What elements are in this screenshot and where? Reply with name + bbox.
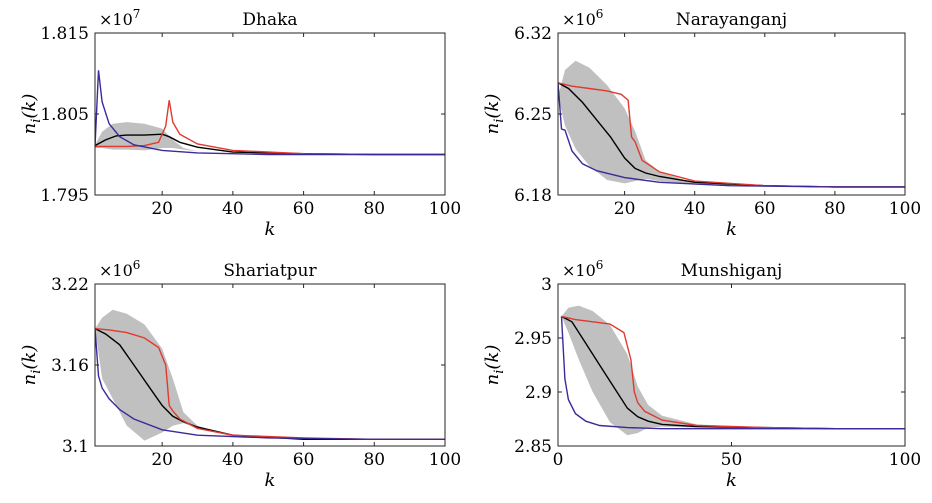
axis-multiplier: ×106 <box>562 7 603 29</box>
y-tick-label: 2.85 <box>514 437 552 457</box>
y-tick-label: 3 <box>541 275 552 295</box>
x-axis-label: k <box>726 219 737 240</box>
subplot-3: 0 50 100 2.85 2.9 2.95 3 ×106 Munshiganj k ni(k) <box>482 258 921 491</box>
y-tick-label: 6.18 <box>514 186 552 206</box>
series-line-0 <box>95 327 445 440</box>
plot-area <box>558 60 905 188</box>
plot-area <box>560 305 905 436</box>
y-tick-label: 6.25 <box>514 105 552 125</box>
series-line-1 <box>558 82 905 188</box>
axis-multiplier: ×106 <box>99 258 140 280</box>
x-tick-label: 60 <box>293 450 315 470</box>
y-axis-label: ni(k) <box>482 345 507 386</box>
x-tick-label: 100 <box>429 450 461 470</box>
x-tick-label: 80 <box>363 450 385 470</box>
y-tick-label: 6.32 <box>514 24 552 44</box>
plot-area <box>95 70 445 156</box>
y-axis-label: ni(k) <box>19 345 44 386</box>
y-axis-label: ni(k) <box>19 94 44 135</box>
subplot-2: 20 40 60 80 100 3.1 3.16 3.22 ×106 Shariatpur k ni(… <box>19 258 461 491</box>
series-line-2 <box>95 70 445 156</box>
y-tick-label: 3.1 <box>62 437 89 457</box>
confidence-band <box>95 309 445 441</box>
x-tick-label: 80 <box>824 199 846 219</box>
series-line-1 <box>561 315 905 430</box>
x-tick-label: 100 <box>429 199 461 219</box>
confidence-band <box>95 122 445 155</box>
x-tick-label: 20 <box>151 450 173 470</box>
y-tick-label: 3.22 <box>51 275 89 295</box>
series-line-2 <box>560 316 905 430</box>
y-tick-label: 1.815 <box>40 24 89 44</box>
x-axis-label: k <box>265 470 276 491</box>
y-tick-label: 1.795 <box>40 186 89 206</box>
x-tick-label: 20 <box>614 199 636 219</box>
chart-title: Narayanganj <box>676 10 787 30</box>
x-tick-label: 40 <box>222 450 244 470</box>
chart-title: Dhaka <box>242 10 297 30</box>
x-tick-label: 0 <box>553 450 564 470</box>
y-tick-label: 3.16 <box>51 356 89 376</box>
series-line-1 <box>95 327 445 440</box>
x-axis-label: k <box>265 219 276 240</box>
y-tick-label: 2.9 <box>525 383 552 403</box>
y-axis-label: ni(k) <box>482 94 507 135</box>
x-tick-label: 60 <box>293 199 315 219</box>
x-tick-label: 40 <box>222 199 244 219</box>
x-tick-label: 50 <box>721 450 743 470</box>
axis-multiplier: ×106 <box>562 258 603 280</box>
plot-area <box>95 309 445 441</box>
subplot-0: 20 40 60 80 100 1.795 1.805 1.815 ×107 Dhaka k ni(k… <box>19 7 461 240</box>
x-tick-label: 20 <box>151 199 173 219</box>
axes-frame <box>94 32 446 196</box>
series-line-2 <box>558 82 905 188</box>
y-tick-label: 2.95 <box>514 329 552 349</box>
axis-multiplier: ×107 <box>99 7 140 29</box>
x-axis-label: k <box>726 470 737 491</box>
subplot-1: 20 40 60 80 100 6.18 6.25 6.32 ×106 Narayanganj k n… <box>482 7 921 240</box>
x-tick-label: 100 <box>889 199 921 219</box>
chart-title: Shariatpur <box>223 261 317 281</box>
series-line-2 <box>95 328 445 440</box>
y-tick-label: 1.805 <box>40 105 89 125</box>
x-tick-label: 60 <box>754 199 776 219</box>
confidence-band <box>561 305 905 436</box>
x-tick-label: 80 <box>363 199 385 219</box>
confidence-band <box>558 60 905 187</box>
chart-title: Munshiganj <box>681 261 783 281</box>
x-tick-label: 40 <box>684 199 706 219</box>
x-tick-label: 100 <box>889 450 921 470</box>
series-line-1 <box>95 100 445 156</box>
